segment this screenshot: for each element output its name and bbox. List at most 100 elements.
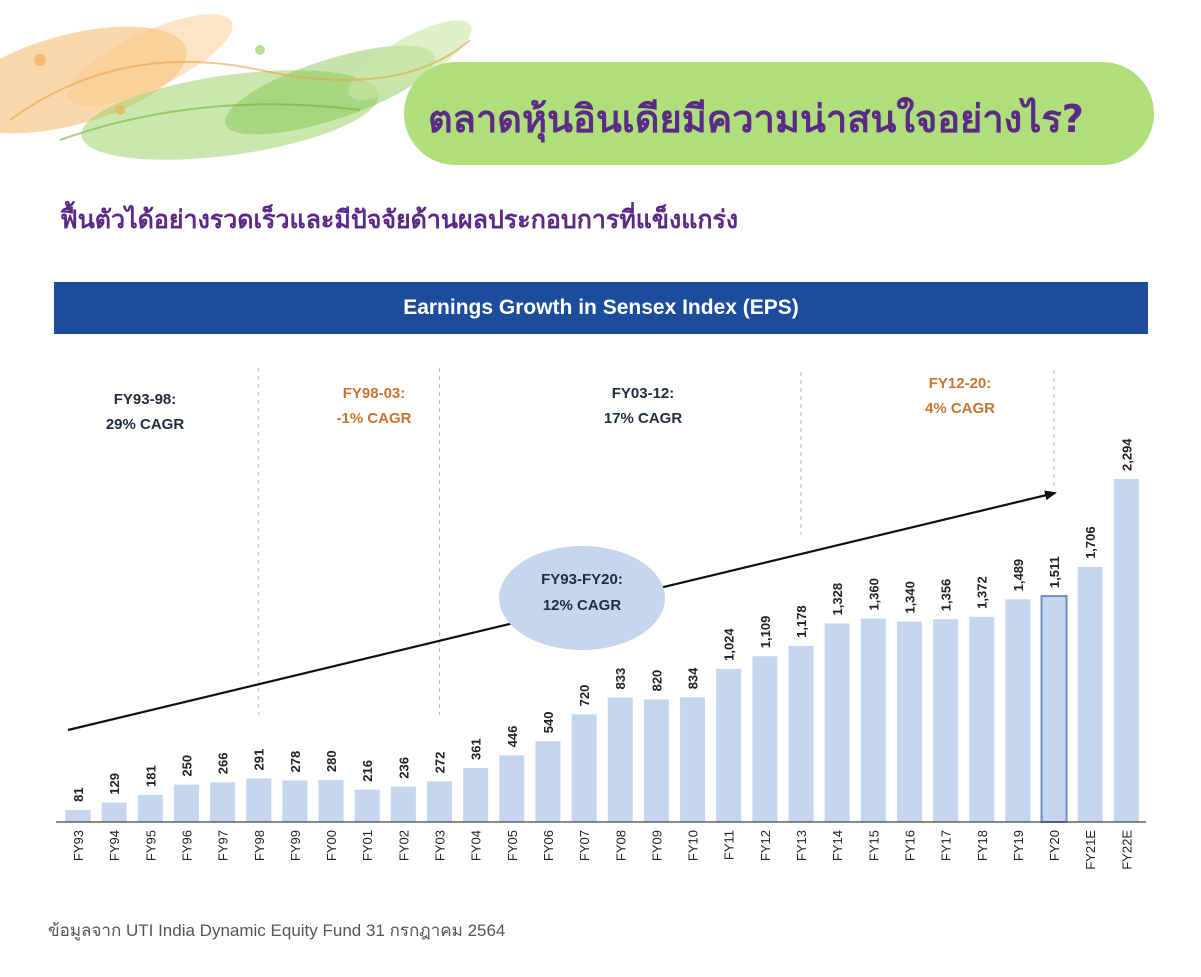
- x-tick-label: FY07: [577, 830, 592, 861]
- bar: [499, 755, 525, 822]
- bar: [101, 802, 127, 822]
- bar-value-label: 1,706: [1083, 526, 1098, 559]
- bar-value-label: 266: [216, 753, 231, 775]
- x-tick-label: FY96: [179, 830, 194, 861]
- x-tick-label: FY01: [360, 830, 375, 861]
- period-annotation-range: FY12-20:: [929, 375, 992, 392]
- bar: [788, 645, 814, 822]
- x-tick-label: FY20: [1047, 830, 1062, 861]
- trend-ellipse: [499, 546, 665, 650]
- x-tick-label: FY16: [902, 830, 917, 861]
- page-title: ตลาดหุ้นอินเดียมีความน่าสนใจอย่างไร?: [428, 97, 1084, 141]
- bar: [1077, 566, 1103, 822]
- period-annotation-range: FY03-12:: [612, 385, 675, 402]
- bar: [571, 714, 597, 822]
- title-banner: [404, 62, 1154, 165]
- bar-value-label: 216: [360, 760, 375, 782]
- bar-value-label: 81: [71, 787, 86, 801]
- x-tick-label: FY06: [541, 830, 556, 861]
- bar: [860, 618, 886, 822]
- x-tick-label: FY09: [649, 830, 664, 861]
- x-tick-label: FY97: [216, 830, 231, 861]
- trend-label-cagr: 12% CAGR: [543, 597, 622, 614]
- bar: [535, 741, 561, 822]
- bar-value-label: 361: [469, 738, 484, 760]
- bar-value-label: 2,294: [1119, 438, 1134, 471]
- x-tick-label: FY22E: [1119, 830, 1134, 870]
- bar-value-label: 1,340: [902, 581, 917, 614]
- bar-value-label: 129: [107, 773, 122, 795]
- bar: [427, 781, 452, 822]
- bar: [933, 619, 959, 822]
- x-tick-label: FY04: [469, 830, 484, 861]
- x-tick-label: FY19: [1011, 830, 1026, 861]
- x-tick-label: FY99: [288, 830, 303, 861]
- bar-value-label: 1,360: [866, 578, 881, 611]
- bar: [1005, 599, 1031, 822]
- bar: [65, 809, 91, 822]
- decorative-leaf-graphic: [0, 14, 472, 160]
- x-tick-label: FY15: [866, 830, 881, 861]
- bar-value-label: 1,489: [1011, 559, 1026, 592]
- bar-value-label: 833: [613, 668, 628, 690]
- bar: [643, 699, 669, 822]
- bar: [969, 616, 995, 822]
- bar: [354, 789, 380, 822]
- bar-value-label: 820: [649, 670, 664, 692]
- bar-value-label: 1,511: [1047, 556, 1062, 588]
- x-tick-label: FY11: [722, 830, 737, 860]
- bar: [752, 656, 778, 822]
- bar-value-label: 1,024: [722, 628, 737, 661]
- source-note: ข้อมูลจาก UTI India Dynamic Equity Fund …: [48, 921, 506, 940]
- period-annotation-cagr: 17% CAGR: [604, 410, 683, 427]
- bar: [246, 778, 272, 822]
- page-subtitle: ฟื้นตัวได้อย่างรวดเร็วและมีปัจจัยด้านผลป…: [60, 205, 739, 234]
- bar-value-label: 181: [143, 765, 158, 787]
- bar: [210, 782, 236, 822]
- x-tick-label: FY98: [252, 830, 267, 861]
- bar: [680, 697, 706, 822]
- bar: [390, 786, 416, 822]
- bar-value-label: 1,178: [794, 605, 809, 638]
- bar: [716, 668, 742, 822]
- bar: [463, 768, 489, 822]
- bar-value-label: 446: [505, 726, 520, 748]
- bar-value-label: 1,356: [939, 579, 954, 612]
- x-tick-label: FY93: [71, 830, 86, 861]
- bar-value-label: 250: [179, 755, 194, 777]
- bar-value-label: 272: [433, 752, 448, 774]
- bar-value-label: 1,328: [830, 583, 845, 616]
- x-tick-label: FY14: [830, 830, 845, 861]
- period-annotation-cagr: -1% CAGR: [336, 410, 411, 427]
- bar-value-label: 236: [396, 757, 411, 779]
- bar: [173, 784, 199, 822]
- period-annotation-cagr: 4% CAGR: [925, 400, 995, 417]
- bar-value-label: 291: [252, 749, 267, 771]
- x-tick-label: FY00: [324, 830, 339, 861]
- bar: [896, 621, 922, 822]
- period-annotation-range: FY98-03:: [343, 385, 406, 402]
- x-tick-label: FY08: [613, 830, 628, 861]
- bar: [607, 697, 633, 822]
- x-tick-label: FY95: [143, 830, 158, 861]
- trend-label-period: FY93-FY20:: [541, 571, 623, 588]
- chart-title: Earnings Growth in Sensex Index (EPS): [54, 282, 1148, 334]
- x-tick-label: FY03: [433, 830, 448, 861]
- bar-value-label: 834: [686, 667, 701, 689]
- bar-value-label: 278: [288, 751, 303, 773]
- bar-value-label: 1,109: [758, 616, 773, 649]
- bar: [1113, 479, 1139, 822]
- bar: [1040, 595, 1068, 823]
- period-annotation-range: FY93-98:: [114, 391, 177, 408]
- bar: [318, 780, 344, 822]
- x-tick-label: FY94: [107, 830, 122, 861]
- bar-value-label: 720: [577, 685, 592, 707]
- x-tick-label: FY05: [505, 830, 520, 861]
- bar: [282, 780, 308, 822]
- bar-value-label: 280: [324, 750, 339, 772]
- x-tick-label: FY13: [794, 830, 809, 861]
- bar: [824, 623, 850, 822]
- x-tick-label: FY12: [758, 830, 773, 861]
- x-tick-label: FY18: [975, 830, 990, 861]
